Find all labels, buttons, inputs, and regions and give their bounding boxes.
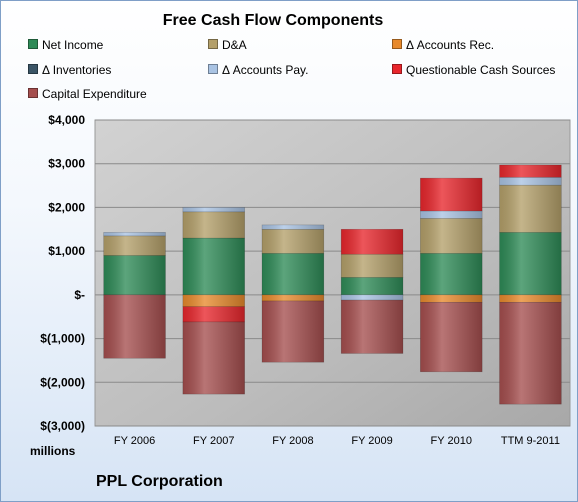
bar-segment-shading	[499, 165, 562, 178]
x-tick-label: FY 2006	[114, 435, 155, 447]
chart-title: Free Cash Flow Components	[162, 12, 384, 29]
units-label: millions	[30, 444, 76, 458]
bar-segment-shading	[103, 255, 166, 295]
bar-segment-shading	[420, 210, 483, 219]
legend-swatch-capex	[28, 88, 38, 98]
bar-segment-shading	[182, 207, 245, 212]
legend-label: Δ Inventories	[42, 63, 112, 77]
y-tick-label: $2,000	[48, 200, 85, 214]
bar-segment-shading	[420, 294, 483, 303]
x-tick-label: FY 2007	[193, 435, 234, 447]
bar-segment-shading	[420, 253, 483, 295]
bar-segment-shading	[103, 294, 166, 359]
legend-item-inventories: Δ Inventories	[28, 63, 111, 77]
bar-segment-shading	[262, 294, 324, 301]
legend-swatch-accounts-pay	[208, 64, 218, 74]
x-tick-label: FY 2008	[272, 435, 313, 447]
bar-segment-shading	[103, 232, 166, 236]
bar-segment-shading	[341, 300, 403, 354]
bar-segment-shading	[420, 218, 483, 254]
y-tick-label: $-	[74, 288, 85, 302]
bar-segment-shading	[262, 224, 324, 230]
bar-segment-shading	[341, 229, 403, 255]
bar-segment-shading	[182, 306, 245, 322]
x-tick-label: TTM 9-2011	[501, 435, 560, 447]
y-tick-label: $4,000	[48, 113, 85, 127]
y-tick-label: $(3,000)	[40, 419, 85, 433]
y-tick-label: $3,000	[48, 157, 85, 171]
legend-label: Net Income	[42, 38, 104, 52]
x-axis-ticks: FY 2006 FY 2007 FY 2008 FY 2009 FY 2010 TTM 9…	[114, 435, 560, 447]
legend-label: Δ Accounts Rec.	[406, 38, 495, 52]
bar-segment-shading	[182, 238, 245, 295]
bar-segment-shading	[499, 232, 562, 295]
bar-segment-shading	[103, 235, 166, 256]
bar-segment-shading	[420, 178, 483, 211]
legend-swatch-net-income	[28, 39, 38, 49]
y-tick-label: $(1,000)	[40, 332, 85, 346]
bar-segment-shading	[499, 302, 562, 405]
legend-swatch-accounts-rec	[392, 39, 402, 49]
legend-item-capex: Capital Expenditure	[28, 87, 147, 101]
legend-swatch-da	[208, 39, 218, 49]
bar-segment-shading	[182, 211, 245, 239]
legend-item-questionable-cash: Questionable Cash Sources	[392, 63, 555, 77]
bar-segment-shading	[262, 300, 324, 363]
legend-item-accounts-pay: Δ Accounts Pay.	[208, 63, 309, 77]
bar-segment-shading	[341, 254, 403, 278]
bar-segment-shading	[499, 294, 562, 303]
y-tick-label: $1,000	[48, 244, 85, 258]
bar-segment-shading	[499, 177, 562, 186]
bar-segment-shading	[262, 253, 324, 295]
bar-segment-shading	[499, 185, 562, 233]
legend-swatch-questionable-cash	[392, 64, 402, 74]
bar-segment-shading	[341, 294, 403, 301]
x-tick-label: FY 2010	[431, 435, 472, 447]
gridlines	[95, 119, 570, 427]
legend-label: Questionable Cash Sources	[406, 63, 556, 77]
legend-item-accounts-rec: Δ Accounts Rec.	[392, 38, 494, 52]
x-tick-label: FY 2009	[351, 435, 392, 447]
legend-label: D&A	[222, 38, 247, 52]
y-tick-label: $(2,000)	[40, 375, 85, 389]
bar-segment-shading	[182, 321, 245, 395]
y-axis-ticks: $4,000 $3,000 $2,000 $1,000 $- $(1,000) $(2,00…	[40, 113, 85, 433]
bar-segment-shading	[262, 229, 324, 254]
bar-stacks	[103, 164, 562, 405]
plot-background	[94, 119, 571, 427]
legend-label: Capital Expenditure	[42, 87, 147, 101]
legend-item-net-income: Net Income	[28, 38, 103, 52]
legend-swatch-inventories	[28, 64, 38, 74]
bar-segment-shading	[182, 294, 245, 307]
legend-item-da: D&A	[208, 38, 247, 52]
company-name: PPL Corporation	[96, 473, 223, 490]
legend-label: Δ Accounts Pay.	[222, 63, 309, 77]
bar-segment-shading	[420, 302, 483, 372]
bar-segment-shading	[341, 277, 403, 295]
